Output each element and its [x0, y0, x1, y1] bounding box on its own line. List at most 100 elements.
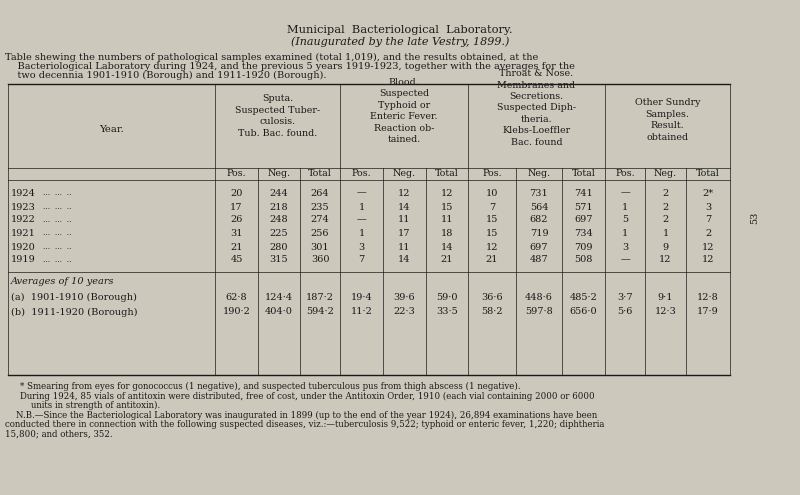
Text: —: — — [357, 189, 366, 198]
Text: 1921: 1921 — [11, 229, 36, 238]
Text: 235: 235 — [310, 202, 330, 211]
Text: 21: 21 — [486, 255, 498, 264]
Text: 3: 3 — [622, 243, 628, 251]
Text: 45: 45 — [230, 255, 242, 264]
Text: 741: 741 — [574, 189, 593, 198]
Text: 58·2: 58·2 — [481, 307, 503, 316]
Text: 12: 12 — [486, 243, 498, 251]
Text: 36·6: 36·6 — [481, 293, 503, 301]
Text: 21: 21 — [230, 243, 242, 251]
Text: 3: 3 — [358, 243, 365, 251]
Text: 487: 487 — [530, 255, 548, 264]
Text: 682: 682 — [530, 215, 548, 225]
Text: 3·7: 3·7 — [617, 293, 633, 301]
Text: 7: 7 — [705, 215, 711, 225]
Text: 12: 12 — [702, 243, 714, 251]
Text: 264: 264 — [310, 189, 330, 198]
Text: 1924: 1924 — [11, 189, 36, 198]
Text: 485·2: 485·2 — [570, 293, 598, 301]
Text: ...  ...  ..: ... ... .. — [43, 216, 71, 224]
Text: 190·2: 190·2 — [222, 307, 250, 316]
Text: ...  ...  ..: ... ... .. — [43, 189, 71, 197]
Text: conducted there in connection with the following suspected diseases, viz.:—tuber: conducted there in connection with the f… — [5, 420, 604, 429]
Text: Averages of 10 years: Averages of 10 years — [11, 278, 114, 287]
Text: 1: 1 — [622, 202, 628, 211]
Text: 697: 697 — [530, 243, 548, 251]
Text: 1923: 1923 — [11, 202, 36, 211]
Text: 1922: 1922 — [11, 215, 36, 225]
Text: 225: 225 — [270, 229, 288, 238]
Text: Year.: Year. — [99, 126, 124, 135]
Text: Neg.: Neg. — [654, 169, 677, 179]
Text: 280: 280 — [270, 243, 288, 251]
Text: During 1924, 85 vials of antitoxin were distributed, free of cost, under the Ant: During 1924, 85 vials of antitoxin were … — [20, 392, 594, 400]
Text: 10: 10 — [486, 189, 498, 198]
Text: 9: 9 — [662, 243, 669, 251]
Text: 7: 7 — [358, 255, 365, 264]
Text: 1919: 1919 — [11, 255, 36, 264]
Text: Municipal  Bacteriological  Laboratory.: Municipal Bacteriological Laboratory. — [287, 25, 513, 35]
Text: 448·6: 448·6 — [525, 293, 553, 301]
Text: 7: 7 — [489, 202, 495, 211]
Text: Total: Total — [571, 169, 595, 179]
Text: 12·8: 12·8 — [697, 293, 719, 301]
Text: Sputa.
Suspected Tuber-
culosis.
Tub. Bac. found.: Sputa. Suspected Tuber- culosis. Tub. Ba… — [235, 95, 320, 138]
Text: ...  ...  ..: ... ... .. — [43, 203, 71, 211]
Text: 59·0: 59·0 — [436, 293, 458, 301]
Text: 62·8: 62·8 — [226, 293, 247, 301]
Text: 5·6: 5·6 — [618, 307, 633, 316]
Text: 697: 697 — [574, 215, 593, 225]
Text: Blood.
Suspected
Typhoid or
Enteric Fever.
Reaction ob-
tained.: Blood. Suspected Typhoid or Enteric Feve… — [370, 78, 438, 144]
Text: 11: 11 — [398, 243, 410, 251]
Text: 12: 12 — [659, 255, 672, 264]
Text: Neg.: Neg. — [267, 169, 290, 179]
Text: 14: 14 — [441, 243, 454, 251]
Text: 17: 17 — [230, 202, 242, 211]
Text: 22·3: 22·3 — [394, 307, 415, 316]
Text: 594·2: 594·2 — [306, 307, 334, 316]
Text: * Smearing from eyes for gonococcus (1 negative), and suspected tuberculous pus : * Smearing from eyes for gonococcus (1 n… — [20, 382, 521, 391]
Text: 124·4: 124·4 — [265, 293, 293, 301]
Text: 2: 2 — [705, 229, 711, 238]
Text: 564: 564 — [530, 202, 548, 211]
Text: N.B.—Since the Bacteriological Laboratory was inaugurated in 1899 (up to the end: N.B.—Since the Bacteriological Laborator… — [5, 410, 598, 420]
Text: 11: 11 — [441, 215, 454, 225]
Text: Other Sundry
Samples.
Result.
obtained: Other Sundry Samples. Result. obtained — [634, 99, 700, 142]
Text: two decennia 1901-1910 (Borough) and 1911-1920 (Borough).: two decennia 1901-1910 (Borough) and 191… — [5, 71, 326, 80]
Text: 33·5: 33·5 — [436, 307, 458, 316]
Text: 404·0: 404·0 — [265, 307, 293, 316]
Text: 734: 734 — [574, 229, 593, 238]
Text: 12: 12 — [441, 189, 454, 198]
Text: 12: 12 — [702, 255, 714, 264]
Text: Neg.: Neg. — [393, 169, 416, 179]
Text: Total: Total — [435, 169, 459, 179]
Text: 11: 11 — [398, 215, 410, 225]
Text: 187·2: 187·2 — [306, 293, 334, 301]
Text: 12·3: 12·3 — [654, 307, 677, 316]
Text: Pos.: Pos. — [352, 169, 371, 179]
Text: 731: 731 — [530, 189, 548, 198]
Text: 2: 2 — [662, 215, 669, 225]
Text: 248: 248 — [270, 215, 288, 225]
Text: 256: 256 — [310, 229, 330, 238]
Text: 1: 1 — [358, 202, 365, 211]
Text: ...  ...  ..: ... ... .. — [43, 229, 71, 237]
Text: 2: 2 — [662, 189, 669, 198]
Text: 20: 20 — [230, 189, 242, 198]
Text: Pos.: Pos. — [482, 169, 502, 179]
Text: ...  ...  ..: ... ... .. — [43, 256, 71, 264]
Text: (Inaugurated by the late Vestry, 1899.): (Inaugurated by the late Vestry, 1899.) — [291, 37, 509, 48]
Text: 1: 1 — [622, 229, 628, 238]
Text: 218: 218 — [270, 202, 288, 211]
Text: —: — — [620, 255, 630, 264]
Text: 274: 274 — [310, 215, 330, 225]
Text: 2*: 2* — [702, 189, 714, 198]
Text: 1: 1 — [358, 229, 365, 238]
Text: 244: 244 — [270, 189, 288, 198]
Text: 19·4: 19·4 — [350, 293, 372, 301]
Text: 18: 18 — [441, 229, 453, 238]
Text: 5: 5 — [622, 215, 628, 225]
Text: 2: 2 — [662, 202, 669, 211]
Text: 21: 21 — [441, 255, 454, 264]
Text: Neg.: Neg. — [527, 169, 550, 179]
